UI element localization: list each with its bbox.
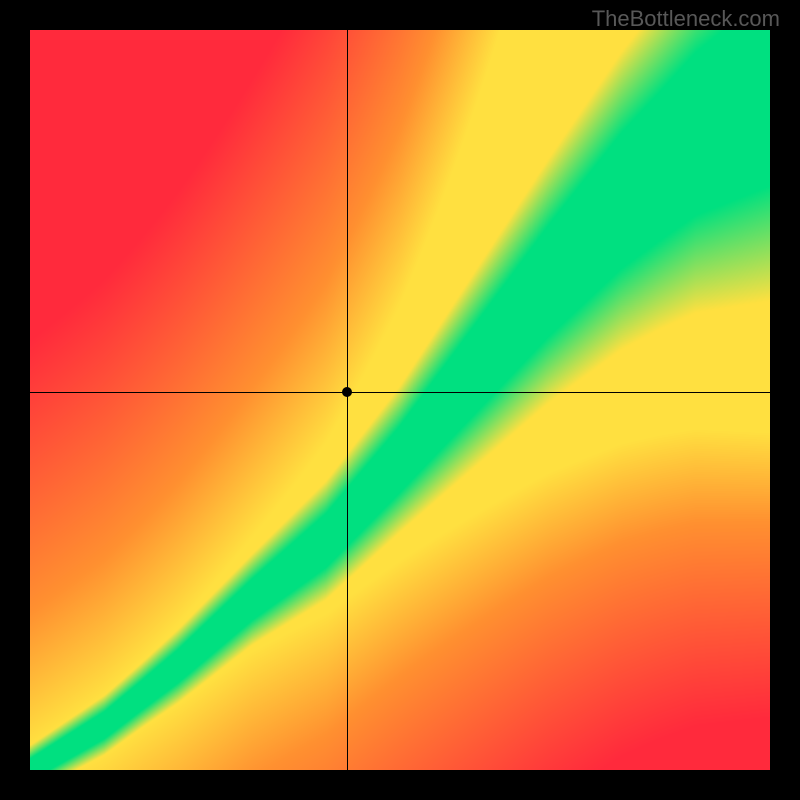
heatmap-plot bbox=[30, 30, 770, 770]
chart-container: TheBottleneck.com bbox=[0, 0, 800, 800]
crosshair-vertical bbox=[347, 30, 348, 770]
heatmap-canvas bbox=[30, 30, 770, 770]
operating-point-marker bbox=[342, 387, 352, 397]
crosshair-horizontal bbox=[30, 392, 770, 393]
watermark-text: TheBottleneck.com bbox=[592, 6, 780, 32]
